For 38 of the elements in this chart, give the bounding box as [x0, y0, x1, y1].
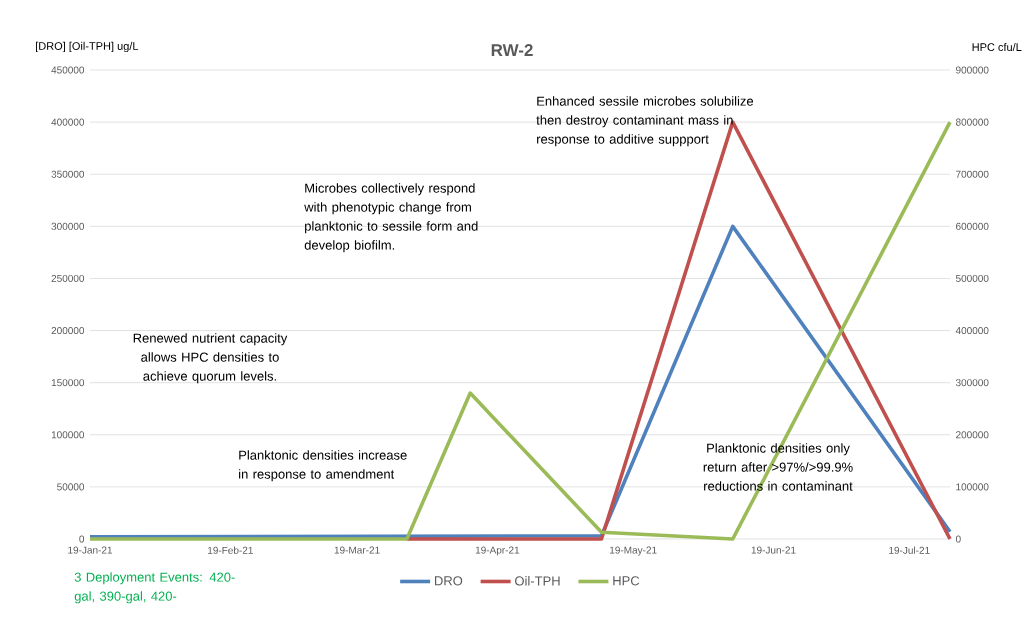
y-tick-label: 350000 — [51, 170, 85, 178]
x-tick-label: 19-Apr-21 — [475, 546, 520, 556]
y2-tick-label: 500000 — [955, 274, 989, 282]
y2-tick-label: 800000 — [955, 118, 989, 126]
y-tick-label: 50000 — [57, 483, 85, 491]
annotation: Enhanced sessile microbes solubilize then destroy contaminant mass in response to additive suppport — [536, 96, 754, 147]
y-tick-label: 200000 — [51, 327, 85, 335]
y-axis-title: [DRO] [Oil-TPH] ug/L — [35, 41, 139, 53]
y-tick-label: 400000 — [51, 118, 85, 126]
x-tick-label: 19-Feb-21 — [208, 546, 253, 554]
x-tick-label: 19-Jul-21 — [889, 546, 930, 554]
annotation: Planktonic densities increase in response to amendment — [239, 450, 407, 482]
y-tick-label: 150000 — [51, 379, 85, 387]
y2-tick-label: 400000 — [955, 327, 989, 335]
y2-tick-label: 700000 — [956, 170, 989, 178]
y2-tick-label: 600000 — [956, 222, 989, 230]
y2-tick-label: 0 — [955, 535, 961, 543]
text: 3 Deployment Events: 420-gal, 390-gal, 420- — [74, 572, 235, 604]
y2-tick-label: 200000 — [956, 431, 989, 439]
y-tick-label: 300000 — [51, 222, 85, 230]
y-tick-label: 450000 — [51, 66, 85, 74]
x-tick-label: 19-May-21 — [610, 546, 657, 556]
y-tick-label: 100000 — [51, 431, 85, 439]
y-tick-label: 250000 — [51, 274, 85, 282]
legend-label: Oil-TPH — [515, 576, 560, 586]
y2-tick-label: 100000 — [956, 483, 989, 491]
annotation: Microbes collectively respond with phenotypic change from planktonic to sessile form and develop biofilm. — [304, 183, 478, 253]
x-tick-label: 19-Jan-21 — [68, 546, 113, 554]
annotation: Renewed nutrient capacity allows HPC densities to achieve quorum levels. — [133, 333, 288, 384]
legend-label: DRO — [435, 576, 463, 586]
y-tick-label: 0 — [79, 535, 85, 543]
chart-title: RW-2 — [491, 44, 533, 56]
y2-tick-label: 900000 — [956, 66, 989, 74]
legend-label: HPC — [613, 576, 640, 586]
x-tick-label: 19-Jun-21 — [751, 546, 796, 554]
y2-tick-label: 300000 — [955, 379, 989, 387]
y2-axis-title: HPC cfu/L — [972, 42, 1022, 52]
x-tick-label: 19-Mar-21 — [334, 546, 380, 554]
